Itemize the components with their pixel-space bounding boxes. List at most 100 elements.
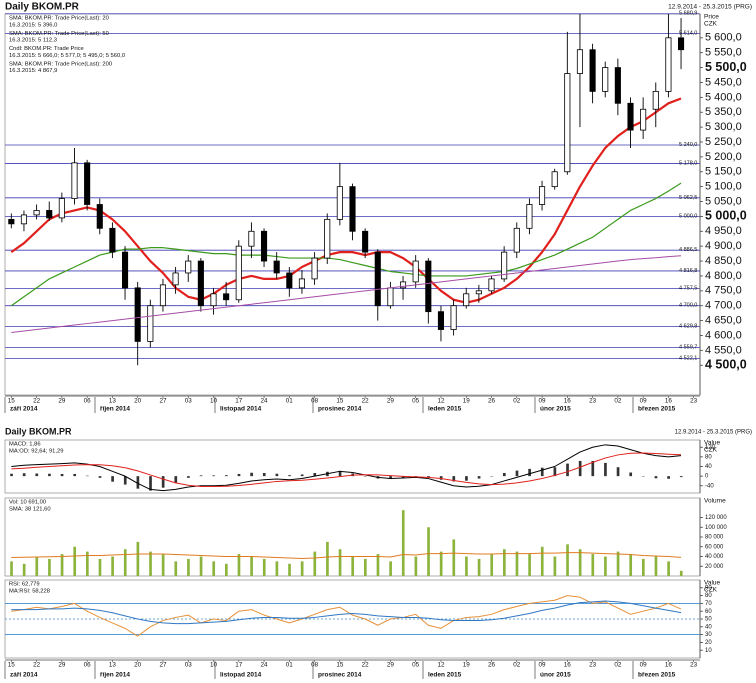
candle-body — [374, 251, 381, 307]
candle-body — [551, 171, 558, 188]
level-label: 5 000,0 — [679, 213, 697, 219]
legend-label: MA:OD: 92,64; 91,29 — [9, 448, 63, 454]
y-tick-label: 4 850,0 — [705, 255, 742, 267]
month-label: leden 2015 — [428, 672, 462, 679]
legend-label: Vol: 10 691,00 — [9, 500, 46, 506]
series-line — [11, 452, 682, 487]
x-tick-label: 27 — [159, 398, 167, 405]
bar — [616, 467, 620, 477]
bar — [60, 473, 64, 477]
candle-body — [159, 284, 167, 307]
bar — [654, 556, 658, 576]
bar — [566, 544, 569, 576]
candle-body — [109, 227, 116, 253]
candle-body — [425, 260, 432, 313]
bar — [98, 558, 102, 576]
y-axis-unit: CZK — [704, 587, 718, 594]
legend-label: MACD: 1,86 — [9, 442, 41, 448]
candle-body — [627, 102, 634, 131]
y-tick-label: 60 000 — [705, 544, 724, 550]
x-tick-label: 29 — [58, 398, 66, 405]
y-tick-label: 5 250,0 — [705, 136, 742, 148]
y-tick-label: 4 650,0 — [705, 314, 742, 326]
x-tick-label: 19 — [463, 662, 471, 669]
y-tick-label: 20 — [705, 640, 712, 646]
y-tick-label: 5 600,0 — [705, 32, 742, 44]
bar — [10, 561, 13, 576]
x-tick-label: 05 — [412, 398, 420, 405]
candle-body — [526, 204, 533, 229]
bar — [427, 527, 430, 576]
month-label: březen 2015 — [638, 406, 676, 413]
candle-body — [324, 218, 331, 259]
candle-body — [286, 272, 293, 289]
candle-body — [311, 257, 318, 280]
level-label: 5 240,0 — [679, 142, 697, 148]
month-label: listopad 2014 — [220, 406, 262, 413]
bar — [363, 558, 367, 576]
y-tick-label: 40 000 — [705, 554, 724, 560]
y-tick-label: 40 — [705, 624, 712, 630]
bar — [553, 467, 557, 477]
candle-body — [298, 278, 306, 289]
candle-body — [235, 245, 242, 301]
month-label: září 2014 — [10, 672, 38, 679]
y-tick-label: 5 500,0 — [705, 60, 747, 74]
bar — [161, 476, 165, 488]
bar — [566, 463, 569, 477]
x-tick-label: 12 — [437, 398, 445, 405]
bar — [465, 476, 468, 481]
bar — [389, 476, 392, 480]
bar — [149, 476, 152, 491]
bar — [528, 554, 531, 576]
x-tick-label: 16 — [665, 662, 673, 669]
y-tick-label: 90 — [705, 585, 712, 591]
y-tick-label: 20 000 — [705, 564, 724, 570]
level-label: 5 062,5 — [679, 195, 697, 201]
bar — [515, 470, 519, 477]
legend-note: 16.3.2015: 5 666,0; 5 577,0; 5 495,0; 5 … — [9, 53, 125, 59]
bar — [591, 554, 595, 576]
candle-body — [33, 210, 40, 216]
x-tick-label: 23 — [589, 398, 597, 405]
bar — [85, 551, 89, 576]
bar — [389, 561, 392, 576]
y-tick-label: 5 350,0 — [705, 106, 742, 118]
candle-body — [412, 260, 419, 283]
bar — [212, 561, 216, 576]
y-axis-label: Price — [704, 14, 719, 21]
bar — [250, 472, 253, 477]
candle-body — [576, 49, 584, 74]
candle-body — [260, 230, 268, 262]
y-axis-unit: CZK — [704, 21, 718, 28]
x-tick-label: 19 — [463, 398, 471, 405]
x-tick-label: 16 — [665, 398, 673, 405]
x-tick-label: 27 — [159, 662, 167, 669]
candle-body — [210, 293, 217, 307]
candle-body — [463, 293, 470, 307]
x-tick-label: 22 — [362, 398, 370, 405]
bar — [174, 561, 178, 576]
bar — [187, 476, 190, 478]
series-line — [11, 552, 682, 559]
x-tick-label: 05 — [412, 662, 420, 669]
candle-body — [46, 210, 53, 219]
y-tick-label: 5 300,0 — [705, 121, 742, 133]
bar — [553, 556, 557, 576]
month-label: prosinec 2014 — [318, 406, 362, 413]
month-label: září 2014 — [10, 406, 38, 413]
bar — [48, 473, 51, 477]
month-label: říjen 2014 — [100, 672, 130, 679]
bar — [199, 556, 203, 576]
x-tick-label: 24 — [261, 662, 269, 669]
y-axis-label: Volume — [704, 498, 726, 505]
x-tick-label: 06 — [84, 662, 92, 669]
bar — [439, 476, 443, 480]
x-tick-label: 10 — [210, 662, 218, 669]
bar — [288, 563, 291, 576]
candle-body — [121, 251, 129, 289]
bar — [465, 556, 468, 576]
candle-body — [20, 214, 28, 225]
level-label: 4 629,8 — [679, 324, 697, 330]
